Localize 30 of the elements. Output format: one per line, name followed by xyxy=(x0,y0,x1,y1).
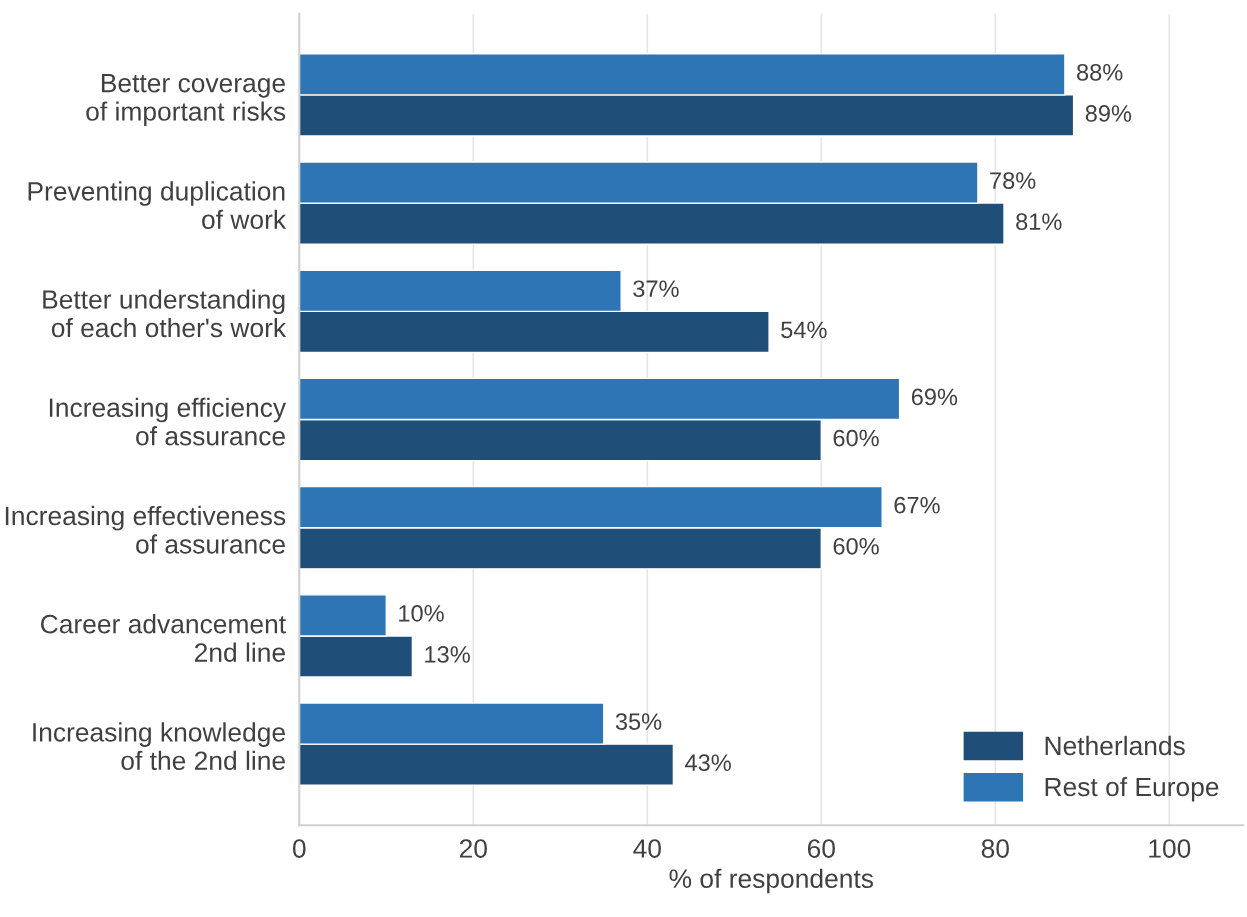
data-label: 43% xyxy=(685,754,731,772)
y-tick-label: Preventing duplication of work xyxy=(28,181,287,230)
x-tick-label: 80 xyxy=(981,839,1009,858)
x-axis-title: % of respondents xyxy=(669,868,874,894)
data-label: 81% xyxy=(1016,213,1062,231)
legend-label: Netherlands xyxy=(1045,735,1185,756)
data-label: 54% xyxy=(781,321,827,339)
data-label: 88% xyxy=(1077,63,1123,81)
data-label: 60% xyxy=(833,537,879,555)
data-label: 35% xyxy=(615,713,662,730)
x-tick-label: 20 xyxy=(459,839,487,858)
data-label: 69% xyxy=(911,388,958,406)
y-tick-label: Increasing effectiveness of assurance xyxy=(5,505,286,554)
y-tick-label: Increasing knowledge of the 2nd line xyxy=(33,722,285,771)
y-tick-label: Better coverage of important risks xyxy=(86,74,286,127)
legend-label: Rest of Europe xyxy=(1045,776,1219,802)
y-tick-label: Better understanding of each other's work xyxy=(43,289,287,338)
data-label: 89% xyxy=(1085,105,1132,122)
data-label: 10% xyxy=(399,605,444,622)
data-label: 37% xyxy=(633,280,679,298)
x-tick-label: 0 xyxy=(292,839,306,858)
x-tick-label: 100 xyxy=(1149,839,1191,858)
x-tick-label: 40 xyxy=(633,839,661,858)
data-label: 13% xyxy=(425,646,470,663)
y-tick-label: Career advancement 2nd line xyxy=(41,614,286,662)
data-label: 60% xyxy=(833,429,879,447)
y-tick-label: Increasing efficiency of assurance xyxy=(49,397,287,446)
x-tick-label: 60 xyxy=(807,839,835,858)
data-label: 67% xyxy=(894,496,940,514)
data-label: 78% xyxy=(990,172,1036,189)
